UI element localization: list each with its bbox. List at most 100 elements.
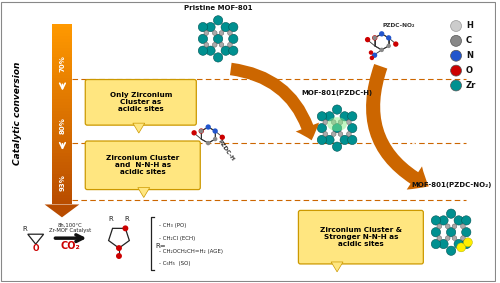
FancyBboxPatch shape [86, 80, 196, 125]
Text: Only Zirconium
Cluster as
acidic sites: Only Zirconium Cluster as acidic sites [110, 92, 172, 112]
Polygon shape [52, 66, 72, 69]
Circle shape [212, 128, 218, 134]
Polygon shape [52, 201, 72, 204]
Polygon shape [52, 153, 72, 156]
Polygon shape [52, 57, 72, 60]
Polygon shape [52, 87, 72, 90]
Circle shape [372, 53, 377, 58]
Text: O: O [32, 244, 39, 253]
Circle shape [219, 42, 224, 47]
Circle shape [452, 224, 457, 229]
Polygon shape [52, 78, 72, 81]
Text: 80%: 80% [60, 117, 66, 134]
Circle shape [206, 22, 215, 32]
Circle shape [228, 22, 238, 32]
Polygon shape [52, 156, 72, 159]
Text: Zirconium Cluster
and  N-N-H as
acidic sites: Zirconium Cluster and N-N-H as acidic si… [106, 155, 180, 175]
Circle shape [338, 120, 343, 125]
Circle shape [456, 243, 466, 252]
Text: Creating acidic sites: Creating acidic sites [232, 89, 280, 148]
Polygon shape [52, 162, 72, 165]
Text: R=: R= [156, 243, 166, 249]
Circle shape [446, 209, 456, 218]
Polygon shape [52, 93, 72, 96]
FancyArrowPatch shape [366, 64, 429, 190]
Text: R: R [108, 216, 114, 222]
Circle shape [228, 31, 232, 35]
Polygon shape [52, 69, 72, 72]
Polygon shape [52, 147, 72, 150]
Circle shape [379, 31, 384, 37]
Circle shape [439, 216, 448, 225]
Polygon shape [52, 108, 72, 111]
Polygon shape [138, 188, 149, 198]
Polygon shape [52, 165, 72, 168]
Text: - CH₂OCH₂CH=H₂ (AGE): - CH₂OCH₂CH=H₂ (AGE) [158, 248, 222, 254]
Polygon shape [52, 54, 72, 57]
Circle shape [122, 225, 128, 231]
Text: Zr: Zr [466, 81, 476, 90]
Circle shape [464, 238, 472, 247]
Circle shape [386, 44, 391, 48]
Text: MOF-801(PZDC-NO₂): MOF-801(PZDC-NO₂) [411, 182, 492, 188]
Text: Zr-MOF Catalyst: Zr-MOF Catalyst [50, 228, 92, 233]
Circle shape [346, 120, 351, 125]
Text: R: R [22, 226, 27, 232]
Circle shape [462, 216, 471, 225]
Polygon shape [52, 39, 72, 42]
Polygon shape [44, 204, 80, 217]
Polygon shape [52, 48, 72, 51]
Ellipse shape [327, 117, 347, 131]
Circle shape [318, 112, 326, 121]
Text: PZDC-NO₂: PZDC-NO₂ [382, 23, 415, 29]
Circle shape [346, 132, 351, 136]
Polygon shape [52, 27, 72, 30]
Circle shape [219, 31, 224, 35]
Circle shape [228, 46, 238, 55]
Circle shape [192, 130, 197, 136]
Circle shape [323, 132, 328, 136]
Circle shape [432, 216, 440, 225]
Circle shape [386, 35, 392, 40]
Polygon shape [52, 36, 72, 39]
Circle shape [221, 46, 230, 55]
Circle shape [214, 34, 222, 44]
Polygon shape [52, 111, 72, 114]
Circle shape [446, 246, 456, 255]
Circle shape [116, 253, 122, 259]
Circle shape [462, 228, 471, 237]
Polygon shape [52, 99, 72, 102]
FancyBboxPatch shape [86, 141, 200, 190]
Text: PZDC-H: PZDC-H [217, 138, 236, 162]
Polygon shape [52, 24, 72, 27]
Polygon shape [52, 132, 72, 135]
Circle shape [338, 132, 343, 136]
Polygon shape [331, 262, 343, 272]
Polygon shape [52, 120, 72, 123]
Circle shape [318, 135, 326, 145]
Text: N: N [466, 51, 473, 60]
Circle shape [340, 112, 349, 121]
Polygon shape [52, 183, 72, 186]
Text: Catalytic conversion: Catalytic conversion [14, 62, 22, 165]
Polygon shape [52, 186, 72, 189]
Polygon shape [52, 33, 72, 36]
Circle shape [325, 112, 334, 121]
Circle shape [432, 228, 440, 237]
Polygon shape [52, 150, 72, 153]
Text: - C₆H₅  (SO): - C₆H₅ (SO) [158, 261, 190, 266]
Text: C: C [466, 37, 472, 45]
Circle shape [340, 135, 349, 145]
Circle shape [323, 120, 328, 125]
Polygon shape [133, 123, 144, 133]
Circle shape [348, 123, 357, 133]
Circle shape [206, 141, 210, 145]
Text: - CH₂Cl (ECH): - CH₂Cl (ECH) [158, 236, 195, 241]
Circle shape [221, 22, 230, 32]
Circle shape [437, 224, 442, 229]
Polygon shape [52, 174, 72, 177]
Circle shape [446, 236, 450, 241]
Polygon shape [52, 84, 72, 87]
Polygon shape [52, 45, 72, 48]
Polygon shape [52, 168, 72, 171]
